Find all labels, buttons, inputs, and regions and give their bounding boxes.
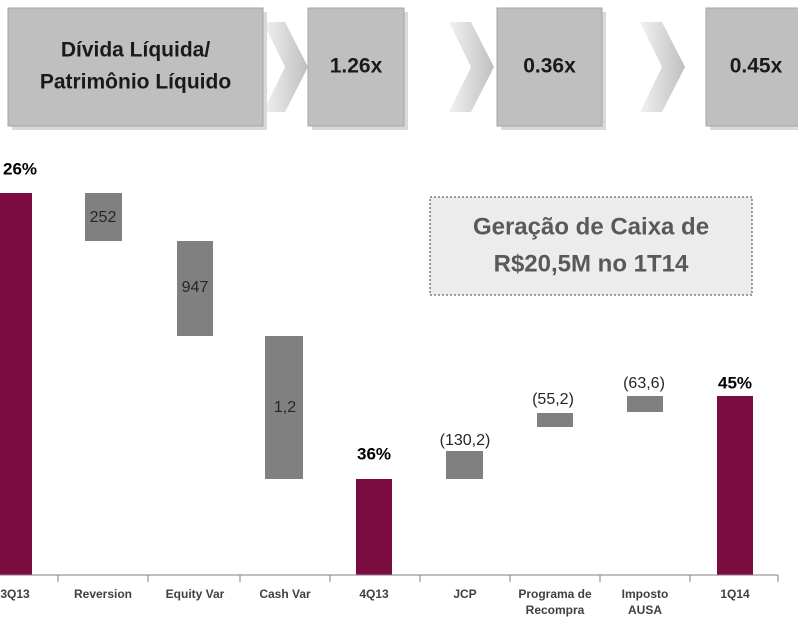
value-label: 36% bbox=[357, 444, 391, 463]
category-label: Imposto bbox=[622, 587, 669, 601]
category-label: Cash Var bbox=[259, 587, 311, 601]
step-bar bbox=[85, 193, 122, 241]
header-text: Dívida Líquida/ bbox=[61, 39, 211, 62]
value-label: (130,2) bbox=[440, 432, 491, 449]
total-bar bbox=[717, 396, 753, 575]
header-text: 0.45x bbox=[730, 55, 783, 78]
category-label: Reversion bbox=[74, 587, 132, 601]
category-label: Recompra bbox=[526, 603, 585, 617]
category-label: 3Q13 bbox=[0, 587, 30, 601]
header: Dívida Líquida/Patrimônio Líquido 1.26x 0.… bbox=[7, 7, 798, 130]
step-bar bbox=[627, 396, 663, 412]
value-label: 1,2 bbox=[274, 399, 296, 416]
step-bar bbox=[265, 336, 303, 479]
chevron bbox=[449, 22, 494, 112]
step-bar bbox=[177, 241, 213, 336]
step-bar bbox=[537, 413, 573, 427]
header-text: Patrimônio Líquido bbox=[40, 71, 231, 94]
header-box bbox=[7, 7, 264, 127]
value-label: (63,6) bbox=[623, 375, 665, 392]
category-label: 4Q13 bbox=[359, 587, 389, 601]
value-label: (55,2) bbox=[532, 391, 574, 408]
chart: 3Q13 Reversion Equity Var Cash Var 4Q13 JCP Pr… bbox=[0, 159, 779, 617]
header-box bbox=[307, 7, 405, 127]
value-label: 26% bbox=[3, 159, 37, 178]
value-label: 252 bbox=[90, 209, 117, 226]
category-label: AUSA bbox=[628, 603, 662, 617]
callout-box bbox=[429, 196, 753, 296]
callout: Geração de Caixa de R$20,5M no 1T14 bbox=[429, 196, 753, 296]
header-box bbox=[705, 7, 798, 127]
chevron bbox=[263, 22, 308, 112]
step-bar bbox=[446, 451, 483, 479]
category-label: Equity Var bbox=[166, 587, 225, 601]
header-box bbox=[496, 7, 603, 127]
category-label: JCP bbox=[453, 587, 476, 601]
category-label: Programa de bbox=[518, 587, 592, 601]
category-label: 1Q14 bbox=[720, 587, 750, 601]
header-text: 0.36x bbox=[523, 55, 576, 78]
callout-text: Geração de Caixa de bbox=[473, 213, 709, 240]
total-bar bbox=[0, 193, 32, 575]
value-label: 45% bbox=[718, 373, 752, 392]
total-bar bbox=[356, 479, 392, 575]
callout-text: R$20,5M no 1T14 bbox=[494, 250, 689, 277]
value-label: 947 bbox=[182, 279, 209, 296]
header-text: 1.26x bbox=[330, 55, 383, 78]
chevron bbox=[640, 22, 685, 112]
